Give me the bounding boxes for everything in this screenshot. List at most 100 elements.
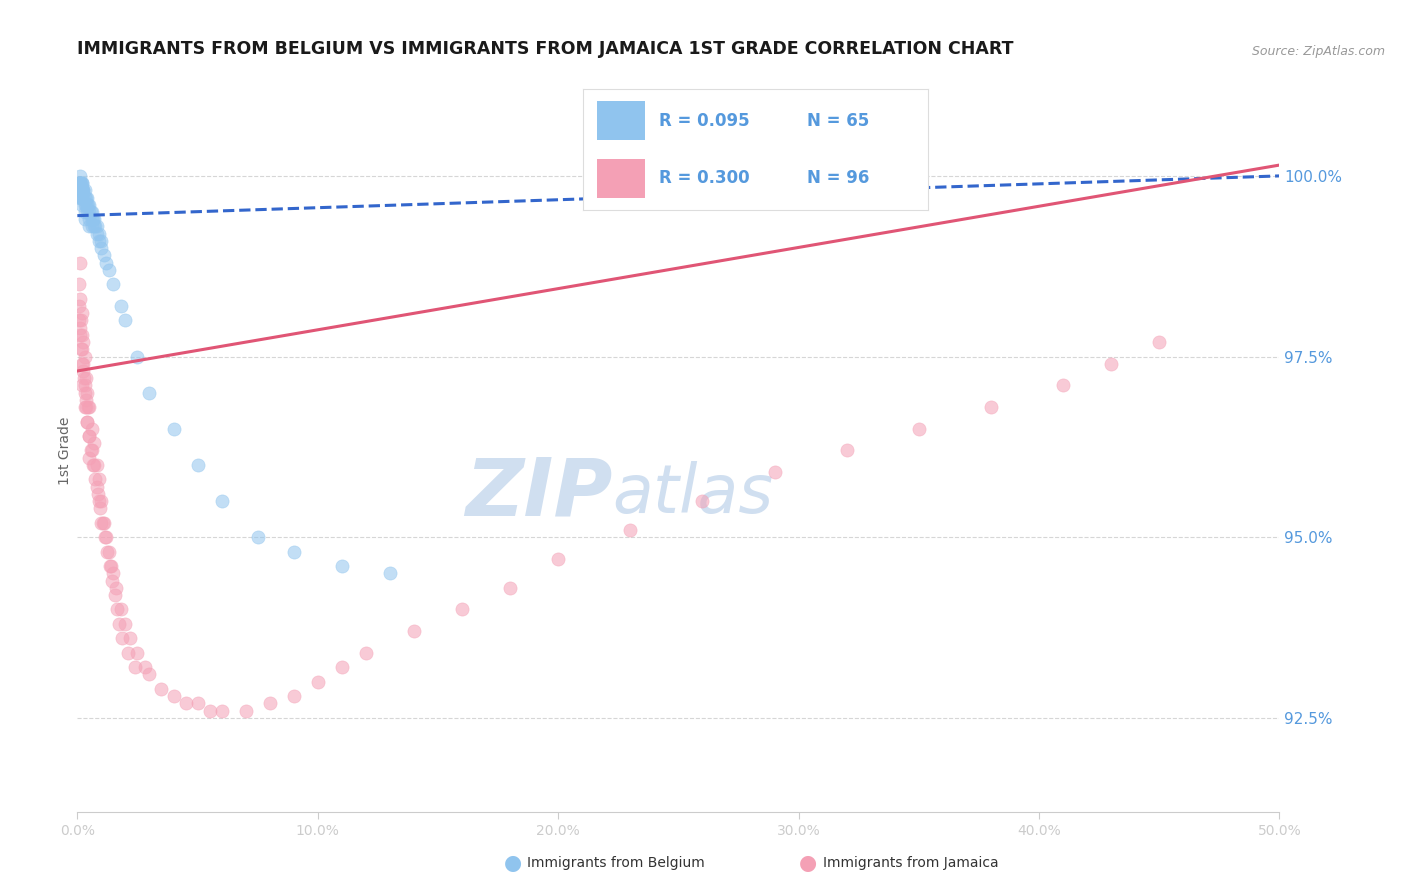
Point [75, 191, 97, 205]
Point [83, 436, 105, 450]
Point [90, 234, 112, 248]
Point [75, 392, 97, 407]
Point [79, 400, 101, 414]
Point [93, 248, 115, 262]
Point [67, 299, 90, 313]
Point [80, 205, 103, 219]
Point [79, 219, 101, 234]
Point [79, 429, 101, 443]
Point [87, 487, 110, 501]
Point [83, 219, 105, 234]
Point [70, 357, 93, 371]
Point [84, 472, 107, 486]
Point [354, 646, 377, 660]
Point [124, 660, 146, 674]
Point [69, 320, 91, 334]
Point [70, 176, 93, 190]
Point [330, 660, 353, 674]
Point [73, 212, 96, 227]
Point [70, 191, 93, 205]
Point [72, 357, 94, 371]
Text: ZIP: ZIP [465, 455, 612, 533]
Text: N = 65: N = 65 [807, 112, 870, 129]
Point [77, 400, 100, 414]
Point [69, 292, 91, 306]
Point [283, 544, 305, 558]
Point [76, 415, 98, 429]
Point [90, 241, 112, 255]
Point [87, 494, 110, 508]
Point [162, 689, 184, 703]
Point [138, 667, 160, 681]
Point [402, 624, 425, 639]
Point [76, 191, 98, 205]
Point [98, 559, 121, 574]
Point [80, 422, 103, 436]
Point [108, 616, 131, 631]
Point [763, 465, 786, 479]
Point [86, 480, 108, 494]
Point [75, 371, 97, 385]
Point [187, 697, 209, 711]
Point [980, 400, 1002, 414]
Point [73, 371, 96, 385]
Point [73, 400, 96, 414]
Point [111, 632, 134, 646]
Point [87, 234, 110, 248]
Point [451, 602, 474, 616]
Point [87, 227, 110, 241]
Point [67, 277, 90, 292]
Y-axis label: 1st Grade: 1st Grade [58, 417, 72, 484]
Text: Immigrants from Jamaica: Immigrants from Jamaica [823, 856, 998, 871]
Point [117, 646, 139, 660]
Point [75, 198, 97, 212]
Point [70, 176, 93, 190]
Point [82, 212, 104, 227]
Point [79, 450, 101, 465]
Point [79, 198, 101, 212]
Point [80, 212, 103, 227]
Point [70, 343, 93, 357]
Text: R = 0.095: R = 0.095 [659, 112, 749, 129]
Point [79, 205, 101, 219]
Point [330, 559, 353, 574]
Point [174, 697, 197, 711]
Point [104, 581, 127, 595]
Point [97, 544, 120, 558]
Point [67, 176, 90, 190]
Point [69, 191, 91, 205]
Point [138, 385, 160, 400]
Point [77, 429, 100, 443]
Point [82, 458, 104, 472]
Bar [598, 159, 645, 198]
Point [246, 530, 269, 544]
Point [76, 198, 98, 212]
Point [73, 191, 96, 205]
Point [70, 191, 93, 205]
Point [70, 306, 93, 320]
Point [110, 602, 132, 616]
Point [67, 176, 90, 190]
Point [83, 458, 105, 472]
Point [70, 183, 93, 197]
Point [1052, 378, 1074, 392]
Point [619, 523, 641, 537]
Point [96, 530, 118, 544]
Point [101, 574, 124, 588]
Point [103, 277, 125, 292]
Point [79, 443, 101, 458]
Point [198, 704, 221, 718]
Point [86, 227, 108, 241]
Point [235, 704, 257, 718]
Point [187, 458, 209, 472]
Point [77, 198, 100, 212]
Point [86, 219, 108, 234]
Point [90, 516, 112, 530]
Point [69, 176, 91, 190]
Point [72, 335, 94, 350]
Point [96, 544, 118, 558]
Point [69, 255, 91, 269]
Point [259, 697, 281, 711]
Point [70, 313, 93, 327]
Point [103, 566, 125, 581]
